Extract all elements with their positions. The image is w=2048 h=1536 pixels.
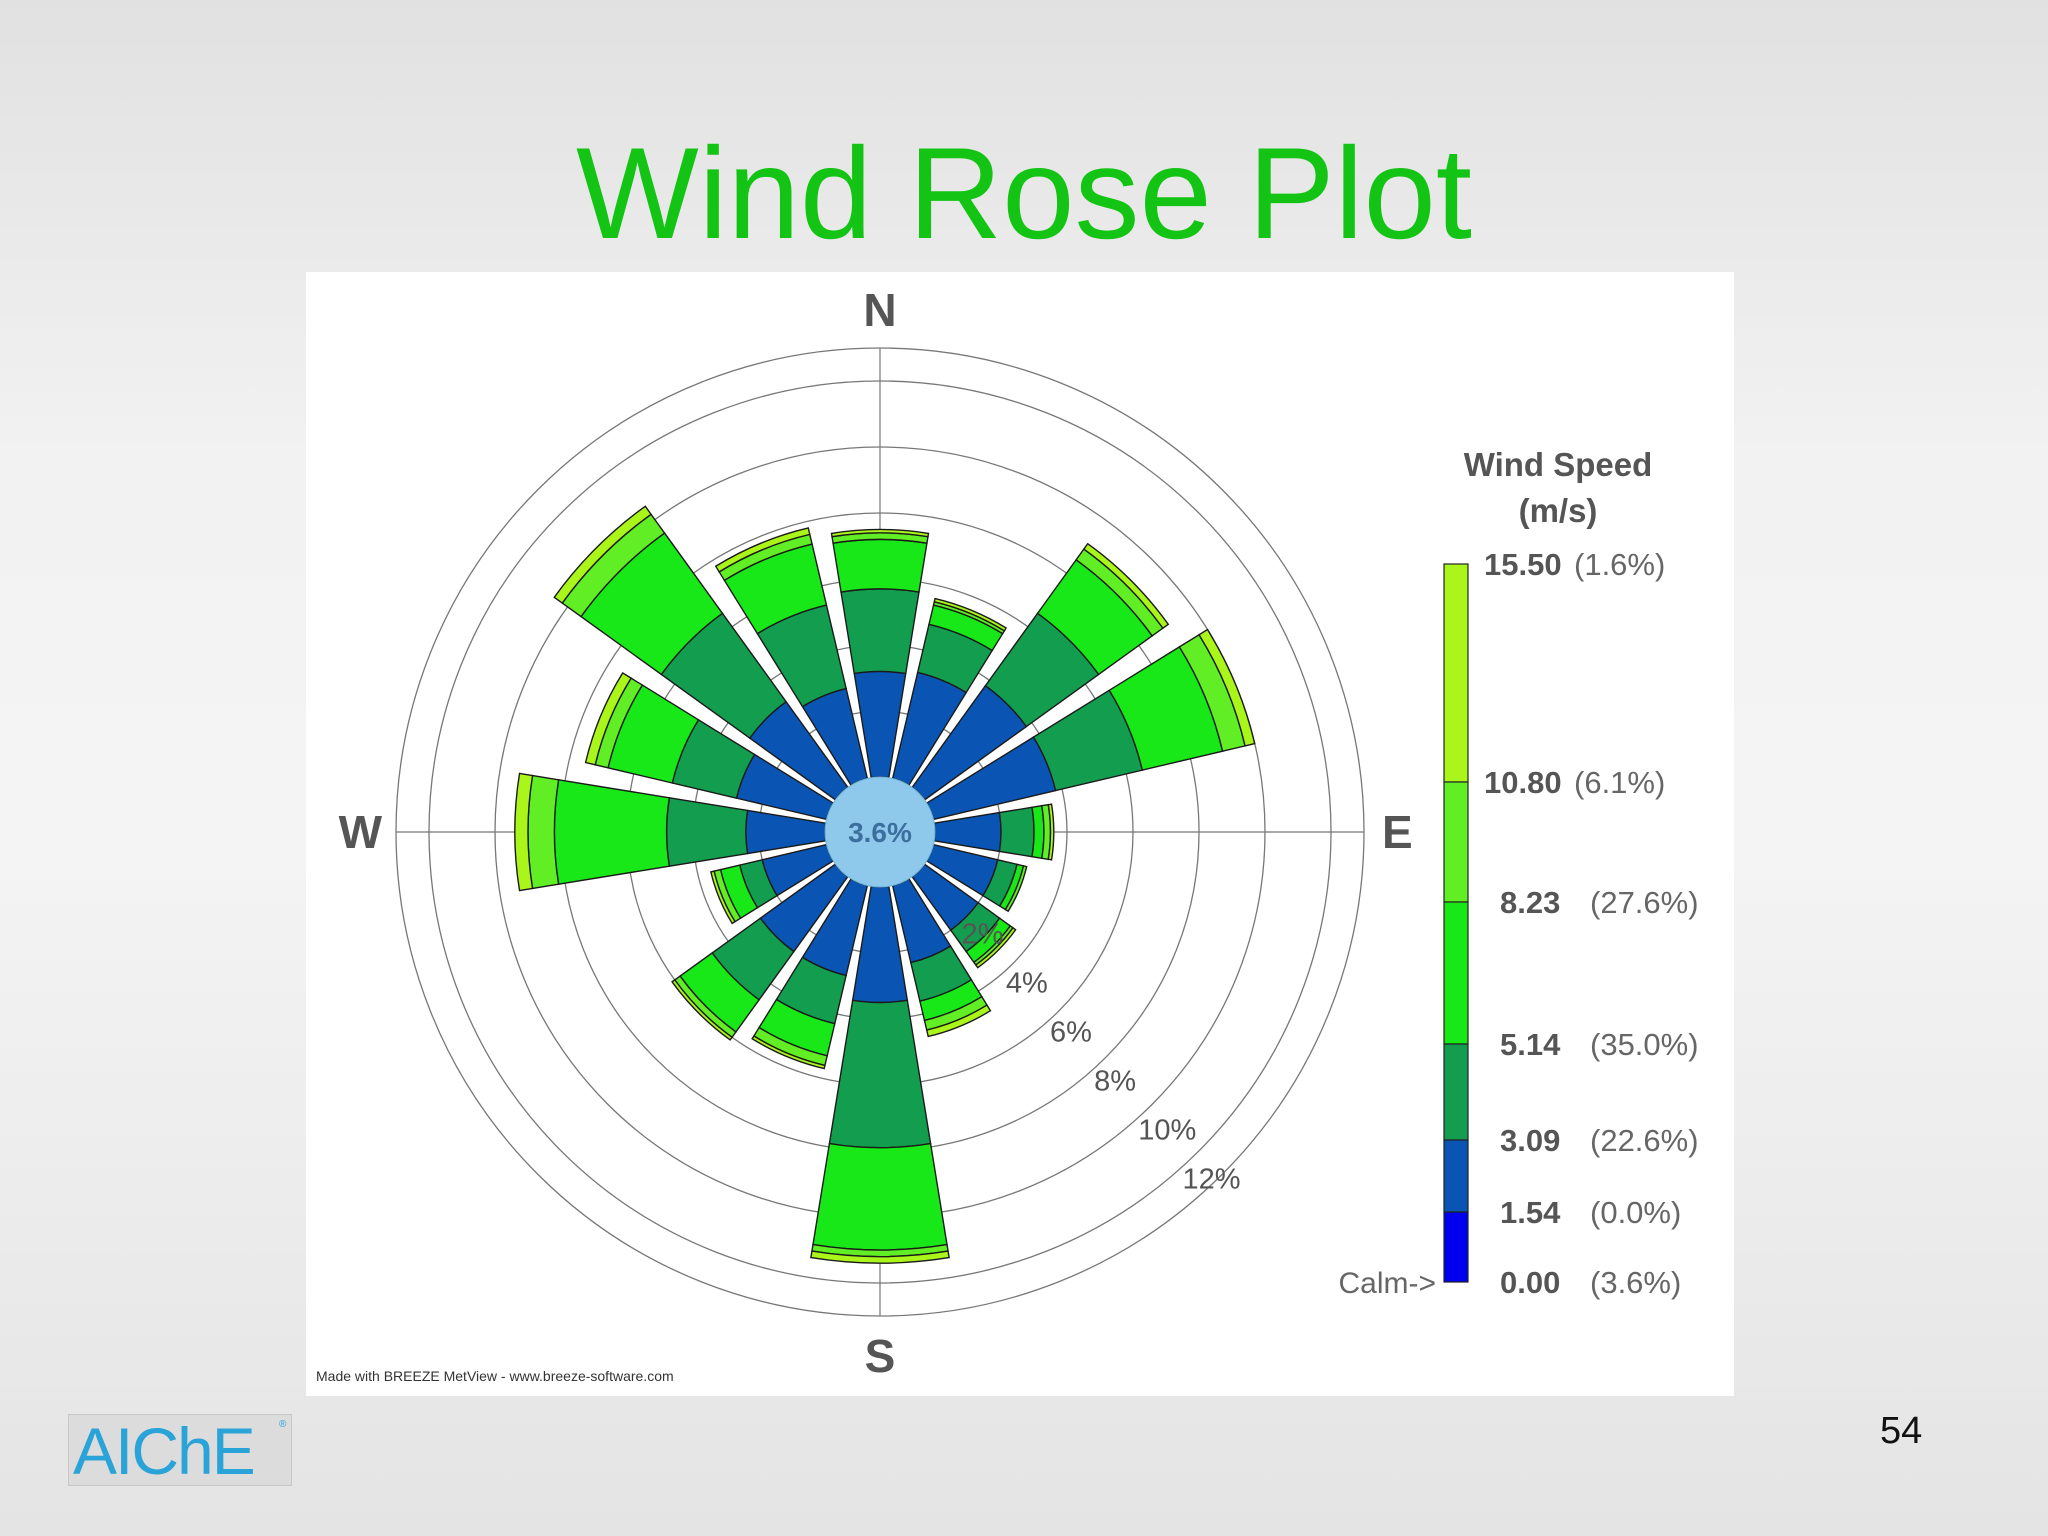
- logo-text: AIChE: [73, 1414, 256, 1488]
- calm-circle: [824, 776, 936, 888]
- legend-bin-percent: (6.1%): [1574, 765, 1665, 800]
- legend-bin-value: 1.54: [1500, 1195, 1561, 1230]
- legend-bin-value: 8.23: [1500, 885, 1560, 920]
- wind-rose-svg: 3.6% 2%4%6%8%10% 12% N E S W Wind Speed (m/s) 15.…: [339, 284, 1699, 1382]
- sector-22-5: [891, 597, 1008, 787]
- wedge-bin-4: [709, 870, 736, 925]
- radial-tick-label: 4%: [1006, 967, 1048, 999]
- legend-swatch-3: [1443, 1043, 1469, 1141]
- legend-swatch-0: [1443, 563, 1469, 783]
- wedge-bin-3: [527, 774, 560, 890]
- legend-bin-value: 15.50: [1484, 547, 1562, 582]
- legend-unit: (m/s): [1519, 492, 1598, 529]
- legend-swatch-1: [1443, 781, 1469, 903]
- sector-67-5: [925, 628, 1256, 821]
- wedge-bin-4: [1198, 628, 1256, 747]
- wedge-bin-4: [830, 528, 930, 538]
- sector-292-5: [584, 671, 835, 821]
- sector-225: [671, 863, 849, 1041]
- wedge-bin-1: [998, 806, 1035, 858]
- wedge-bin-2: [812, 1142, 948, 1251]
- compass-label-e: E: [1382, 806, 1413, 858]
- wedge-bin-3: [1004, 865, 1028, 913]
- sector-45: [911, 542, 1170, 801]
- sector-315: [553, 505, 849, 801]
- wedge-bin-0: [933, 811, 1002, 853]
- wedge-bin-4: [974, 926, 1017, 969]
- wind-rose-chart: 3.6% 2% 4% 6% 8% 10% 12% N E S W Wind Speed (m/s) 15.…: [306, 272, 1734, 1396]
- wedge-bin-2: [1031, 804, 1045, 860]
- wedge-bin-2: [832, 538, 928, 593]
- wedge-bin-2: [553, 778, 671, 886]
- legend-calm-label: Calm->: [1338, 1267, 1436, 1300]
- slide-title: Wind Rose Plot: [576, 120, 1472, 266]
- radial-tick-label: 2%: [962, 918, 1004, 950]
- page-number: 54: [1880, 1410, 1923, 1452]
- sector-180: [810, 885, 950, 1264]
- radial-tick-label: 10%: [1138, 1115, 1196, 1147]
- legend-bin-value: 3.09: [1500, 1123, 1560, 1158]
- wedge-bin-4: [553, 505, 653, 605]
- sector-90: [933, 803, 1055, 861]
- sector-247-5: [709, 843, 835, 925]
- wedge-bin-4: [933, 597, 1008, 632]
- sector-157-5: [891, 877, 992, 1038]
- compass-label-s: S: [865, 1330, 896, 1382]
- legend-bin-percent: (0.0%): [1590, 1195, 1681, 1230]
- wedge-bin-4: [514, 772, 534, 892]
- legend-swatch-4: [1443, 1139, 1469, 1213]
- legend-bin-percent: (1.6%): [1574, 547, 1665, 582]
- wedge-bin-4: [584, 671, 633, 766]
- calm-percent-label: 3.6%: [848, 817, 912, 848]
- sector-135: [911, 863, 1017, 969]
- radial-tick-label: 6%: [1050, 1016, 1092, 1048]
- wedge-bin-4: [671, 978, 734, 1041]
- sector-337-5: [714, 527, 869, 787]
- wedge-bin-1: [828, 999, 932, 1149]
- legend-bin-percent: (27.6%): [1590, 885, 1699, 920]
- logo-registered-mark: ®: [279, 1419, 287, 1430]
- legend-bin-value: 10.80: [1484, 765, 1562, 800]
- compass-label-w: W: [339, 806, 383, 858]
- legend-swatch-5: [1443, 1211, 1469, 1283]
- legend-bin-value: 5.14: [1500, 1027, 1561, 1062]
- legend-title: Wind Speed: [1464, 446, 1653, 483]
- legend-bin-percent: (3.6%): [1590, 1265, 1681, 1300]
- legend-bin-value: 0.00: [1500, 1265, 1560, 1300]
- wedge-bin-4: [1082, 542, 1170, 630]
- wedge-bin-4: [810, 1250, 950, 1264]
- aiche-logo: AIChE ®: [68, 1414, 292, 1486]
- radial-tick-label: 8%: [1094, 1065, 1136, 1097]
- legend-bin-percent: (35.0%): [1590, 1027, 1699, 1062]
- legend-bin-percent: (22.6%): [1590, 1123, 1699, 1158]
- legend-swatch-2: [1443, 901, 1469, 1045]
- wedge-bin-4: [751, 1035, 826, 1070]
- wedge-bin-4: [925, 1004, 992, 1038]
- radial-tick-label: 12%: [1182, 1164, 1240, 1196]
- wedge-bin-4: [1047, 803, 1055, 861]
- compass-label-n: N: [863, 284, 896, 336]
- wedge-bin-4: [714, 527, 811, 573]
- wedge-bin-1: [665, 796, 749, 868]
- sector-202-5: [751, 877, 869, 1070]
- wedge-bin-1: [840, 588, 920, 675]
- software-credit: Made with BREEZE MetView - www.breeze-so…: [316, 1368, 674, 1384]
